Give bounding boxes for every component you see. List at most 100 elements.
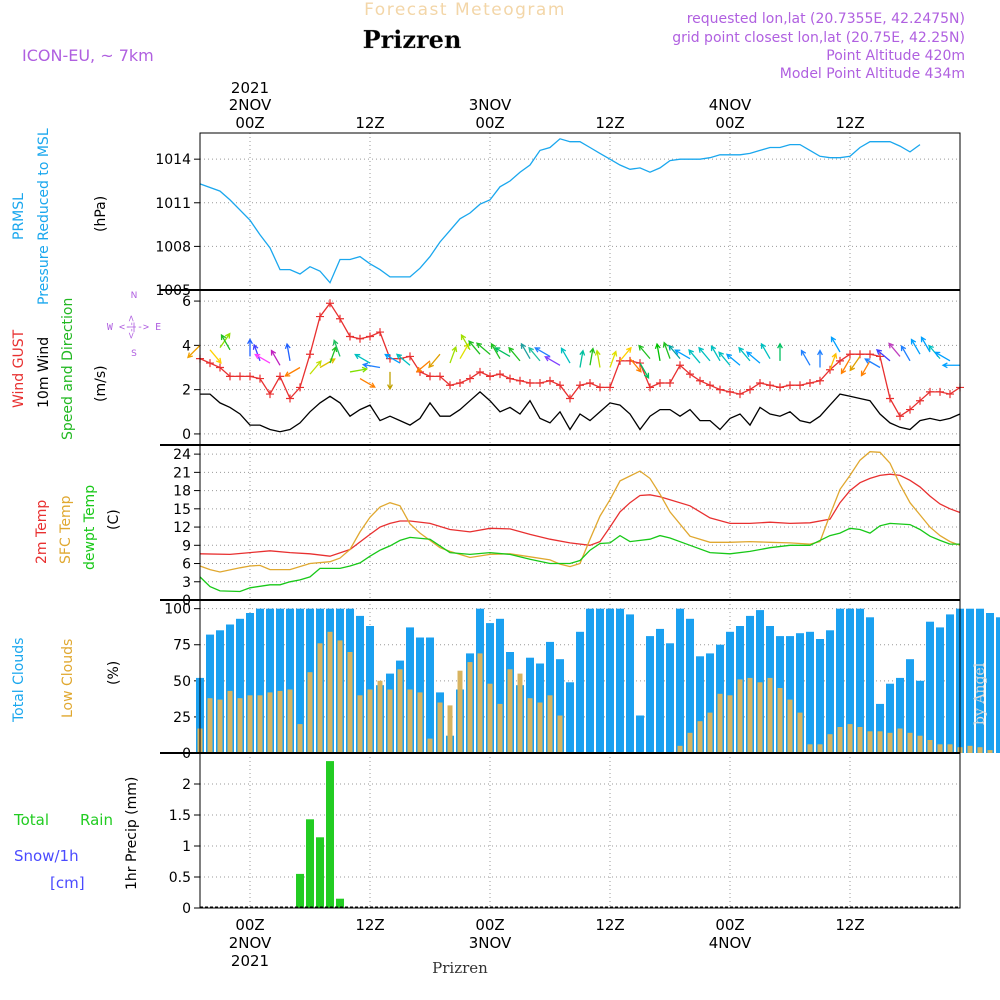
gust-marker	[916, 396, 924, 405]
gust-marker	[456, 379, 464, 387]
wind-arrow	[254, 353, 271, 364]
bar-total-clouds	[606, 608, 614, 753]
pressure-labels: PRMSL Pressure Reduced to MSL (hPa)	[11, 128, 109, 305]
bar-low-clouds	[487, 683, 493, 753]
gust-marker	[896, 412, 904, 421]
gust-marker	[696, 376, 704, 385]
top-hour-label: 12Z	[355, 114, 384, 132]
gust-marker	[486, 372, 494, 381]
bar-low-clouds	[247, 695, 253, 753]
y-tick-label: 1014	[155, 152, 191, 168]
compass-s: S	[131, 349, 137, 359]
gust-marker	[336, 314, 344, 323]
panel-clouds: 0255075100	[164, 599, 1000, 762]
bar-low-clouds	[367, 689, 373, 753]
wind-arrow	[528, 346, 541, 362]
bar-total-clouds	[726, 631, 734, 753]
wind-arrow	[354, 353, 371, 364]
bottom-hour-label: 00Z	[715, 916, 744, 934]
panels: 1005100810111014024603691215182124025507…	[155, 132, 1000, 917]
bar-total-clouds	[916, 680, 924, 753]
bar-low-clouds	[467, 662, 473, 753]
panel-precipitation: 0 0.5 1 1.5 2	[169, 752, 961, 917]
wind-arrow	[220, 333, 231, 351]
wind-arrow	[589, 347, 596, 366]
bar-total-clouds	[696, 656, 704, 753]
gust-marker	[476, 367, 484, 376]
bar-low-clouds	[497, 703, 503, 753]
wind-dir-label: Speed and Direction	[60, 298, 76, 440]
bar-total-clouds	[846, 608, 854, 753]
bar-low-clouds	[437, 702, 443, 753]
bar-low-clouds	[517, 673, 523, 753]
wind-arrow	[830, 336, 841, 353]
bar-total-clouds	[666, 643, 674, 753]
wind-arrow	[777, 342, 783, 361]
bar-low-clouds	[867, 731, 873, 753]
precip-labels: Total Rain Snow/1h [cm] 1hr Precip (mm)	[13, 777, 140, 892]
bar-total-clouds	[826, 630, 834, 753]
bar-total-clouds	[356, 615, 364, 753]
bar-total-clouds	[756, 610, 764, 753]
series-line-10m-wind	[200, 391, 961, 433]
gust-marker	[906, 405, 914, 414]
gust-marker	[566, 394, 574, 403]
wind-arrow	[209, 349, 222, 364]
gust-marker	[426, 372, 434, 381]
gust-marker	[816, 376, 824, 385]
wind-arrow	[468, 340, 481, 355]
bar-low-clouds	[297, 724, 303, 753]
gust-marker	[446, 381, 454, 390]
gust-marker	[406, 352, 414, 361]
prmsl-label-long: Pressure Reduced to MSL	[36, 128, 52, 305]
wind-arrow	[718, 351, 731, 366]
y-tick-label: 0.5	[169, 870, 191, 886]
wind-arrow	[475, 342, 491, 355]
bar-total-clouds	[706, 653, 714, 753]
bar-low-clouds	[947, 744, 953, 753]
wind-arrow	[349, 366, 369, 373]
gust-marker	[746, 385, 754, 394]
top-hour-label: 00Z	[235, 114, 264, 132]
top-hour-label: 12Z	[595, 114, 624, 132]
bar-low-clouds	[457, 670, 463, 753]
y-tick-label: 15	[173, 502, 191, 518]
bar-low-clouds	[327, 631, 333, 753]
series-line-sfc-temp	[199, 451, 961, 573]
y-tick-label: 1008	[155, 239, 191, 255]
bar-low-clouds	[277, 690, 283, 753]
y-tick-label: 0	[182, 427, 191, 443]
bar-total-clouds	[866, 617, 874, 753]
wind-arrow	[544, 356, 561, 366]
cloud-labels: Total Clouds Low Clouds (%)	[11, 638, 122, 723]
gust-marker	[286, 394, 294, 403]
gust-marker	[626, 356, 634, 365]
snow-unit: [cm]	[50, 874, 85, 892]
gust-marker	[736, 390, 744, 399]
bar-low-clouds	[787, 699, 793, 753]
y-tick-label: 0	[182, 901, 191, 917]
gust-marker	[586, 379, 594, 387]
gust-marker	[206, 359, 214, 368]
gust-marker	[496, 370, 504, 379]
bar-low-clouds	[557, 715, 563, 753]
bar-low-clouds	[427, 738, 433, 753]
rain-label-rain: Rain	[80, 811, 113, 829]
bar-total-clouds	[246, 613, 254, 753]
y-tick-label: 24	[173, 447, 191, 463]
bar-total-clouds	[806, 631, 814, 753]
wind-arrow	[490, 342, 501, 359]
bar-low-clouds	[207, 698, 213, 753]
bar-total-clouds	[616, 608, 624, 753]
bar-low-clouds	[537, 702, 543, 753]
wind-arrow	[332, 339, 341, 357]
wind-arrow	[725, 353, 741, 366]
wind-arrow	[674, 349, 691, 360]
wind-arrow	[860, 360, 871, 377]
gust-marker	[656, 379, 664, 387]
requested-coords: requested lon,lat (20.7355E, 42.2475N)	[687, 11, 965, 27]
wind-arrow	[840, 358, 851, 375]
panel-temperature: 03691215182124	[173, 444, 961, 609]
wind-unit: (m/s)	[93, 365, 109, 402]
gust-marker	[536, 379, 544, 387]
